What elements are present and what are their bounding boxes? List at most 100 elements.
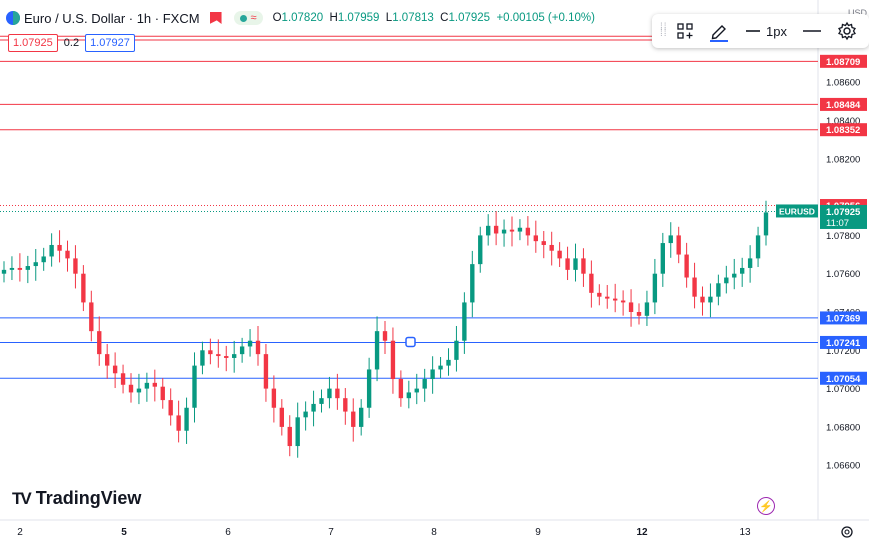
candle-body[interactable] — [533, 235, 538, 242]
candle-body[interactable] — [184, 407, 189, 431]
candle-body[interactable] — [9, 267, 15, 270]
candle-body[interactable] — [470, 264, 475, 303]
candle-body[interactable] — [406, 392, 411, 399]
candle-body[interactable] — [287, 426, 292, 447]
candle-body[interactable] — [597, 292, 602, 297]
candle-body[interactable] — [628, 302, 634, 312]
candle-body[interactable] — [390, 340, 396, 380]
candle-body[interactable] — [366, 369, 372, 408]
candle-body[interactable] — [295, 417, 300, 447]
candle-body[interactable] — [557, 250, 562, 259]
settings-button[interactable] — [837, 17, 857, 45]
candle-body[interactable] — [676, 235, 681, 255]
candle-body[interactable] — [263, 354, 269, 389]
line-width-button[interactable]: 1px — [746, 17, 787, 45]
candle-body[interactable] — [232, 354, 237, 358]
candle-body[interactable] — [708, 296, 713, 303]
candle-body[interactable] — [374, 331, 380, 370]
candle-body[interactable] — [41, 256, 46, 263]
candle-body[interactable] — [33, 262, 38, 267]
sell-price-button[interactable]: 1.07925 — [8, 34, 58, 52]
candle-body[interactable] — [700, 296, 705, 303]
candle-body[interactable] — [73, 258, 78, 274]
candle-body[interactable] — [247, 340, 253, 347]
candle-body[interactable] — [462, 302, 467, 341]
candle-body[interactable] — [351, 411, 356, 427]
candle-body[interactable] — [359, 407, 364, 427]
candle-body[interactable] — [144, 382, 150, 389]
candle-body[interactable] — [684, 254, 689, 278]
tradingview-logo[interactable]: TV TradingView — [12, 488, 141, 509]
candle-body[interactable] — [620, 300, 626, 303]
candle-body[interactable] — [128, 384, 134, 393]
candle-body[interactable] — [200, 350, 205, 366]
candle-body[interactable] — [208, 350, 213, 355]
candle-body[interactable] — [168, 400, 173, 416]
candle-body[interactable] — [224, 356, 229, 358]
candle-body[interactable] — [239, 346, 245, 355]
candle-body[interactable] — [279, 407, 284, 427]
candle-body[interactable] — [255, 340, 261, 355]
candle-body[interactable] — [65, 250, 70, 259]
candle-body[interactable] — [414, 388, 419, 393]
candle-body[interactable] — [160, 386, 165, 401]
candle-body[interactable] — [636, 312, 642, 316]
candle-body[interactable] — [319, 398, 324, 404]
candle-body[interactable] — [589, 273, 594, 293]
candle-body[interactable] — [25, 266, 30, 270]
candle-body[interactable] — [732, 273, 737, 278]
candle-body[interactable] — [271, 388, 277, 408]
candle-body[interactable] — [565, 258, 570, 270]
candle-body[interactable] — [105, 354, 110, 366]
candle-body[interactable] — [176, 415, 181, 431]
candle-body[interactable] — [192, 365, 197, 408]
candle-body[interactable] — [644, 302, 650, 316]
candle-body[interactable] — [660, 243, 665, 274]
candle-body[interactable] — [49, 244, 54, 257]
candle-body[interactable] — [605, 296, 610, 299]
lightning-icon[interactable]: ⚡ — [757, 497, 775, 515]
candle-body[interactable] — [430, 369, 435, 380]
candle-body[interactable] — [343, 398, 348, 412]
pencil-color-button[interactable] — [708, 17, 730, 45]
candle-body[interactable] — [1, 269, 7, 274]
candle-body[interactable] — [716, 283, 721, 297]
market-status-pill[interactable]: ≈ — [233, 11, 263, 25]
candle-body[interactable] — [724, 277, 729, 284]
candle-body[interactable] — [382, 331, 388, 341]
line-style-button[interactable] — [802, 17, 821, 45]
candle-body[interactable] — [120, 373, 126, 385]
candle-body[interactable] — [668, 235, 673, 244]
candle-body[interactable] — [692, 277, 697, 297]
candle-body[interactable] — [438, 365, 443, 370]
candle-body[interactable] — [17, 267, 23, 270]
candle-body[interactable] — [740, 267, 745, 274]
candle-body[interactable] — [81, 273, 86, 303]
eurusd-flag-icon[interactable] — [6, 11, 20, 25]
candle-body[interactable] — [755, 235, 761, 259]
candle-body[interactable] — [525, 227, 531, 236]
candle-body[interactable] — [57, 244, 62, 251]
candle-body[interactable] — [327, 388, 332, 399]
candle-body[interactable] — [493, 225, 499, 234]
candle-body[interactable] — [335, 388, 340, 399]
candle-body[interactable] — [454, 340, 459, 360]
candle-body[interactable] — [613, 298, 618, 301]
candle-body[interactable] — [509, 229, 515, 232]
candle-body[interactable] — [581, 258, 586, 274]
candle-body[interactable] — [152, 382, 157, 387]
candle-body[interactable] — [311, 403, 316, 412]
flag-icon[interactable] — [209, 12, 222, 24]
candle-body[interactable] — [652, 273, 658, 303]
candle-body[interactable] — [763, 212, 769, 236]
candle-body[interactable] — [501, 229, 507, 234]
candle-body[interactable] — [216, 354, 221, 357]
candle-body[interactable] — [541, 241, 546, 245]
candle-body[interactable] — [446, 359, 451, 366]
candle-body[interactable] — [398, 379, 404, 399]
axis-settings-icon[interactable] — [841, 526, 853, 538]
buy-price-button[interactable]: 1.07927 — [85, 34, 135, 52]
candle-body[interactable] — [97, 331, 102, 355]
symbol-title[interactable]: Euro / U.S. Dollar · 1h · FXCM — [24, 10, 200, 26]
